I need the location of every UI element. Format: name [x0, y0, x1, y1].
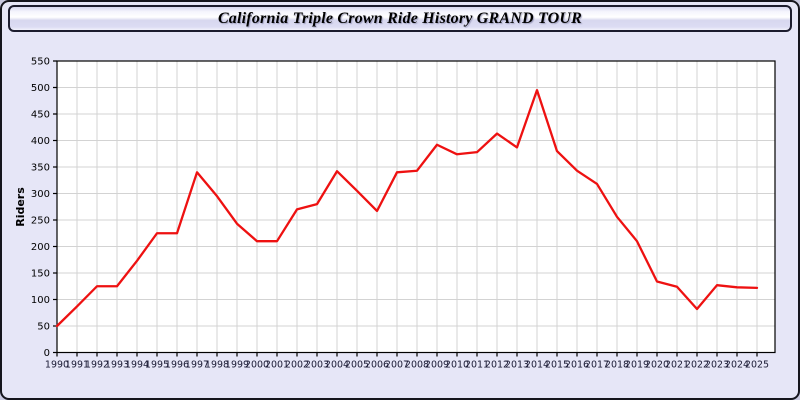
y-tick-label: 150 [31, 269, 50, 280]
y-tick-label: 350 [31, 163, 50, 174]
x-tick-label: 2014 [525, 360, 549, 371]
x-tick-label: 1990 [45, 360, 69, 371]
riders-series-line [55, 89, 759, 328]
x-tick-label: 2009 [425, 360, 449, 371]
x-tick-label: 1998 [205, 360, 229, 371]
y-tick-label: 400 [31, 136, 50, 147]
y-tick-label: 200 [31, 242, 50, 253]
y-tick-label: 450 [31, 110, 50, 121]
x-tick-label: 2006 [365, 360, 389, 371]
x-tick-label: 2020 [645, 360, 669, 371]
x-tick-label: 1993 [105, 360, 129, 371]
x-tick-label: 2023 [705, 360, 729, 371]
y-tick-label: 100 [31, 295, 50, 306]
x-tick-label: 2003 [305, 360, 329, 371]
y-tick-label: 0 [44, 348, 50, 359]
x-tick-label: 2011 [465, 360, 489, 371]
x-tick-label: 2001 [265, 360, 289, 371]
x-tick-label: 2017 [585, 360, 609, 371]
y-tick-label: 550 [31, 57, 50, 68]
x-tick-label: 2004 [325, 360, 349, 371]
y-tick-label: 300 [31, 189, 50, 200]
x-tick-label: 2025 [745, 360, 769, 371]
x-tick-label: 2019 [625, 360, 649, 371]
y-tick-label: 50 [37, 322, 50, 333]
x-tick-label: 2016 [565, 360, 589, 371]
x-tick-label: 1995 [145, 360, 169, 371]
x-tick-label: 2010 [445, 360, 469, 371]
y-axis-title: Riders [14, 187, 27, 227]
x-tick-label: 1997 [185, 360, 209, 371]
x-tick-label: 2015 [545, 360, 569, 371]
x-tick-label: 2008 [405, 360, 429, 371]
title-bar: California Triple Crown Ride History GRA… [8, 5, 792, 32]
x-tick-label: 1991 [65, 360, 89, 371]
x-tick-label: 2002 [285, 360, 309, 371]
x-tick-label: 2022 [685, 360, 709, 371]
x-tick-label: 2007 [385, 360, 409, 371]
x-tick-label: 2021 [665, 360, 689, 371]
x-tick-label: 2018 [605, 360, 629, 371]
y-tick-label: 250 [31, 216, 50, 227]
x-tick-label: 1999 [225, 360, 249, 371]
x-tick-label: 1992 [85, 360, 109, 371]
y-tick-label: 500 [31, 83, 50, 94]
x-tick-label: 2024 [725, 360, 749, 371]
x-tick-label: 2000 [245, 360, 269, 371]
plot-area [57, 61, 775, 353]
x-tick-label: 2005 [345, 360, 369, 371]
x-tick-label: 2012 [485, 360, 509, 371]
page-title: California Triple Crown Ride History GRA… [217, 9, 583, 27]
x-tick-label: 1994 [125, 360, 149, 371]
plot-border [56, 60, 776, 354]
x-tick-label: 2013 [505, 360, 529, 371]
x-tick-label: 1996 [165, 360, 189, 371]
